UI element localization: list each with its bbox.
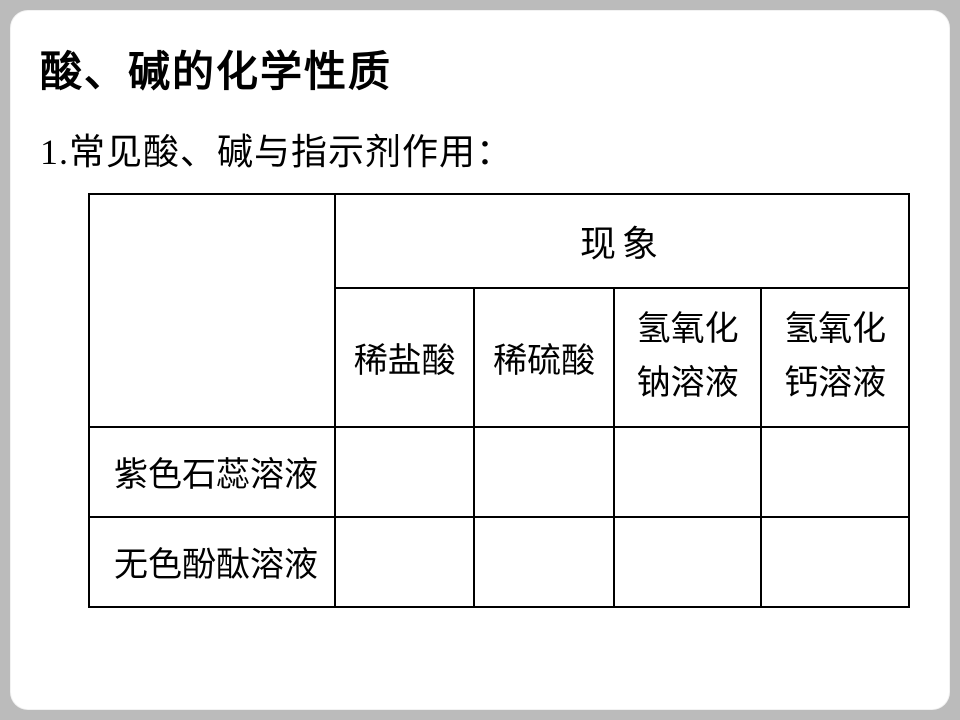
page-title: 酸、碱的化学性质 (40, 38, 920, 99)
indicator-table: 现象 稀盐酸 稀硫酸 氢氧化钠溶液 氢氧化钙溶液 紫色石蕊溶液 无色酚酞溶液 (88, 193, 910, 608)
table-header-row-1: 现象 (89, 194, 909, 288)
col-header-hcl: 稀盐酸 (335, 288, 474, 427)
col-header-caoh2: 氢氧化钙溶液 (761, 288, 909, 427)
phenomenon-header: 现象 (335, 194, 909, 288)
row-header-litmus: 紫色石蕊溶液 (89, 427, 335, 517)
corner-blank (89, 194, 335, 427)
subtitle-text: 常见酸、碱与指示剂作用： (69, 132, 513, 172)
cell (474, 427, 613, 517)
table-row: 紫色石蕊溶液 (89, 427, 909, 517)
cell (335, 427, 474, 517)
cell (474, 517, 613, 607)
cell (335, 517, 474, 607)
row-header-phenolphthalein: 无色酚酞溶液 (89, 517, 335, 607)
cell (761, 427, 909, 517)
cell (761, 517, 909, 607)
table-row: 无色酚酞溶液 (89, 517, 909, 607)
col-header-naoh-l2: 钠溶液 (637, 365, 739, 402)
cell (614, 517, 762, 607)
table-container: 现象 稀盐酸 稀硫酸 氢氧化钠溶液 氢氧化钙溶液 紫色石蕊溶液 无色酚酞溶液 (40, 193, 920, 608)
section-subtitle: 1.常见酸、碱与指示剂作用： (40, 123, 920, 175)
col-header-naoh-l1: 氢氧化 (637, 311, 739, 348)
content-card: 酸、碱的化学性质 1.常见酸、碱与指示剂作用： 现象 稀盐酸 稀硫酸 氢氧化钠溶… (10, 10, 950, 710)
cell (614, 427, 762, 517)
col-header-caoh2-l2: 钙溶液 (784, 365, 886, 402)
col-header-h2so4: 稀硫酸 (474, 288, 613, 427)
col-header-naoh: 氢氧化钠溶液 (614, 288, 762, 427)
col-header-caoh2-l1: 氢氧化 (784, 311, 886, 348)
subtitle-number: 1. (40, 132, 69, 172)
